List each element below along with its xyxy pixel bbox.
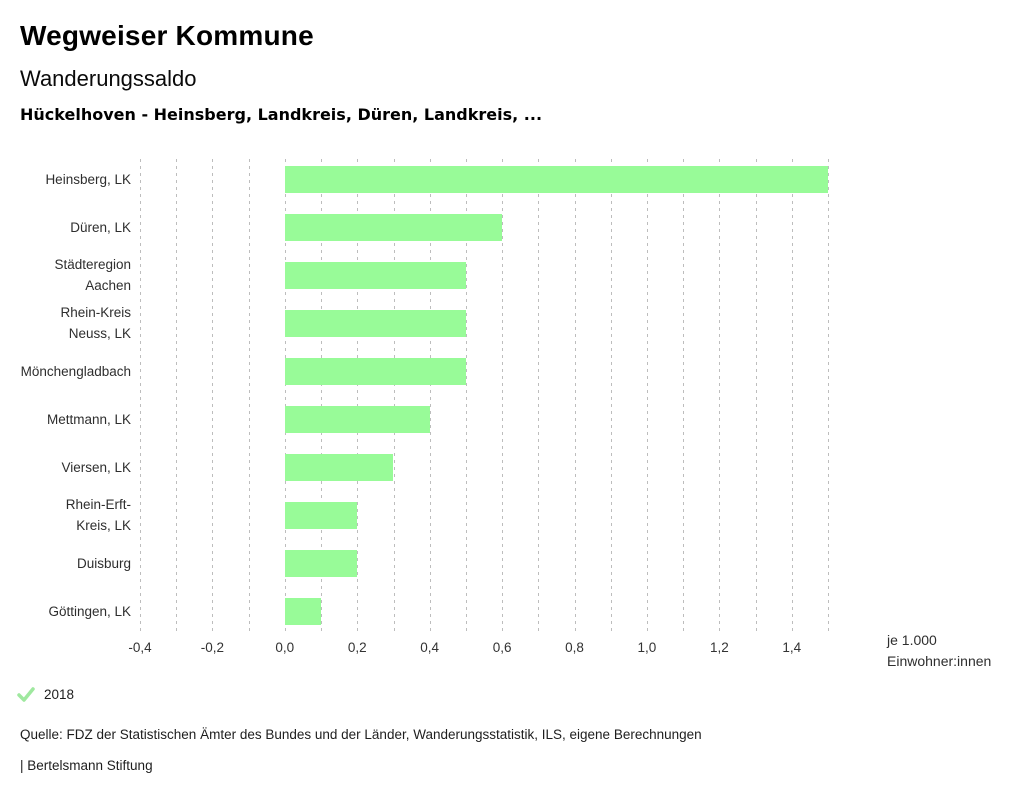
x-tick-label: 0,8 — [565, 640, 584, 655]
gridline — [248, 159, 250, 635]
bar[interactable] — [284, 309, 466, 337]
x-tick-label: 0,0 — [275, 640, 295, 655]
gridline — [357, 159, 359, 635]
x-tick-label: 0,2 — [347, 640, 367, 655]
bar[interactable] — [284, 597, 321, 625]
gridline — [465, 159, 467, 635]
category-label: Duisburg — [76, 555, 131, 571]
x-tick-label: 1,4 — [782, 640, 802, 655]
plot-area — [140, 155, 829, 635]
bar[interactable] — [284, 261, 466, 289]
category-label: Heinsberg, LK — [45, 171, 131, 187]
gridline — [212, 159, 214, 635]
category-label: Göttingen, LK — [48, 603, 131, 619]
gridline — [140, 159, 141, 635]
chart-subtitle: Wanderungssaldo — [20, 66, 197, 91]
category-label: Rhein-Kreis Neuss, LK — [60, 305, 131, 341]
gridline — [502, 159, 504, 635]
legend-year-label: 2018 — [44, 687, 75, 702]
gridline — [791, 159, 793, 635]
gridline — [683, 159, 685, 635]
gridline — [284, 159, 286, 635]
x-tick-label: 0,6 — [492, 640, 512, 655]
bar[interactable] — [284, 357, 466, 385]
attribution-text: | Bertelsmann Stiftung — [20, 758, 153, 773]
gridline — [429, 159, 431, 635]
x-axis-unit-line1: je 1.000 — [887, 632, 937, 648]
category-label: Düren, LK — [70, 219, 131, 235]
x-axis-unit-label: je 1.000 Einwohner:innen — [887, 630, 991, 672]
category-label: Städteregion Aachen — [54, 257, 131, 293]
check-icon — [17, 687, 35, 702]
gridline — [393, 159, 395, 635]
gridline — [538, 159, 540, 635]
x-axis-ticks: -0,4 -0,2 0,0 0,2 0,4 0,6 0,8 1,0 1,2 1,4 — [128, 640, 828, 658]
chart-description: Hückelhoven - Heinsberg, Landkreis, Düre… — [20, 105, 543, 124]
gridline — [828, 159, 829, 635]
gridline — [176, 159, 178, 635]
gridline — [719, 159, 721, 635]
category-label: Viersen, LK — [61, 459, 131, 475]
category-label: Mönchengladbach — [20, 363, 131, 379]
x-tick-label: 1,0 — [637, 640, 657, 655]
source-text: Quelle: FDZ der Statistischen Ämter des … — [20, 727, 702, 742]
x-tick-label: -0,2 — [200, 640, 225, 655]
category-label: Mettmann, LK — [46, 411, 131, 427]
x-tick-label: 0,4 — [420, 640, 440, 655]
bar[interactable] — [284, 501, 358, 529]
category-label: Rhein-Erft- Kreis, LK — [65, 497, 131, 533]
page-title: Wegweiser Kommune — [20, 20, 314, 51]
bar[interactable] — [284, 453, 394, 481]
x-tick-label: 1,2 — [710, 640, 729, 655]
x-axis-unit-line2: Einwohner:innen — [887, 653, 992, 669]
x-tick-label: -0,4 — [128, 640, 152, 655]
gridline — [574, 159, 576, 635]
gridline — [646, 159, 648, 635]
bar[interactable] — [284, 213, 503, 241]
gridline — [321, 159, 323, 635]
bar[interactable] — [284, 165, 828, 193]
legend-item-2018[interactable]: 2018 — [17, 687, 74, 702]
gridline — [610, 159, 612, 635]
bar[interactable] — [284, 549, 358, 577]
bar[interactable] — [284, 405, 430, 433]
gridline — [755, 159, 757, 635]
